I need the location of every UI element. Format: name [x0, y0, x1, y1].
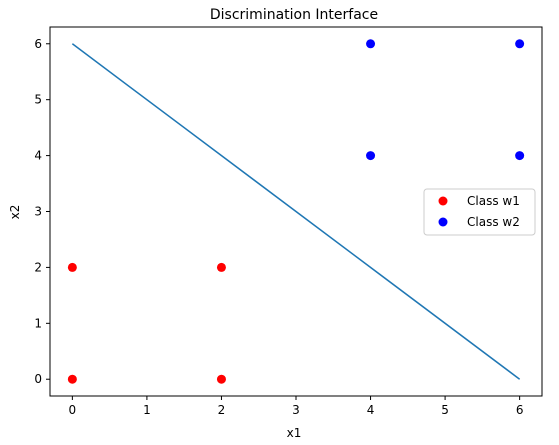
data-point-series-1-3 [216, 374, 226, 384]
y-tick-label: 2 [34, 260, 42, 274]
legend-box [423, 188, 536, 236]
data-point-series-1-1 [67, 374, 77, 384]
data-point-series-2-4 [515, 39, 525, 49]
y-tick-label: 0 [34, 372, 42, 386]
y-axis-label: x2 [8, 205, 22, 220]
data-point-series-1-4 [216, 262, 226, 272]
x-tick-label: 6 [516, 403, 524, 417]
x-tick-label: 2 [218, 403, 226, 417]
x-tick-label: 1 [143, 403, 151, 417]
data-point-series-2-2 [366, 39, 376, 49]
data-point-series-2-3 [515, 151, 525, 161]
legend: Class w1 Class w2 [423, 188, 536, 236]
axes: 0 1 2 3 4 5 6 0 1 2 3 4 5 6 [34, 26, 543, 417]
x-tick-label: 5 [441, 403, 449, 417]
data-point-series-2-1 [366, 151, 376, 161]
y-tick-label: 4 [34, 149, 42, 163]
legend-marker-1 [438, 196, 448, 206]
plot-area [67, 39, 525, 384]
y-tick-label: 3 [34, 205, 42, 219]
y-tick-label: 5 [34, 93, 42, 107]
x-axis-label: x1 [287, 426, 302, 440]
x-tick-label: 0 [69, 403, 77, 417]
discriminant-line [71, 43, 521, 380]
legend-label-1: Class w1 [467, 194, 520, 208]
legend-label-2: Class w2 [467, 215, 520, 229]
legend-marker-2 [438, 217, 448, 227]
x-tick-label: 3 [292, 403, 300, 417]
y-tick-label: 1 [34, 316, 42, 330]
x-tick-label: 4 [367, 403, 375, 417]
y-tick-label: 6 [34, 37, 42, 51]
data-point-series-1-2 [67, 262, 77, 272]
chart-title: Discrimination Interface [210, 7, 378, 23]
